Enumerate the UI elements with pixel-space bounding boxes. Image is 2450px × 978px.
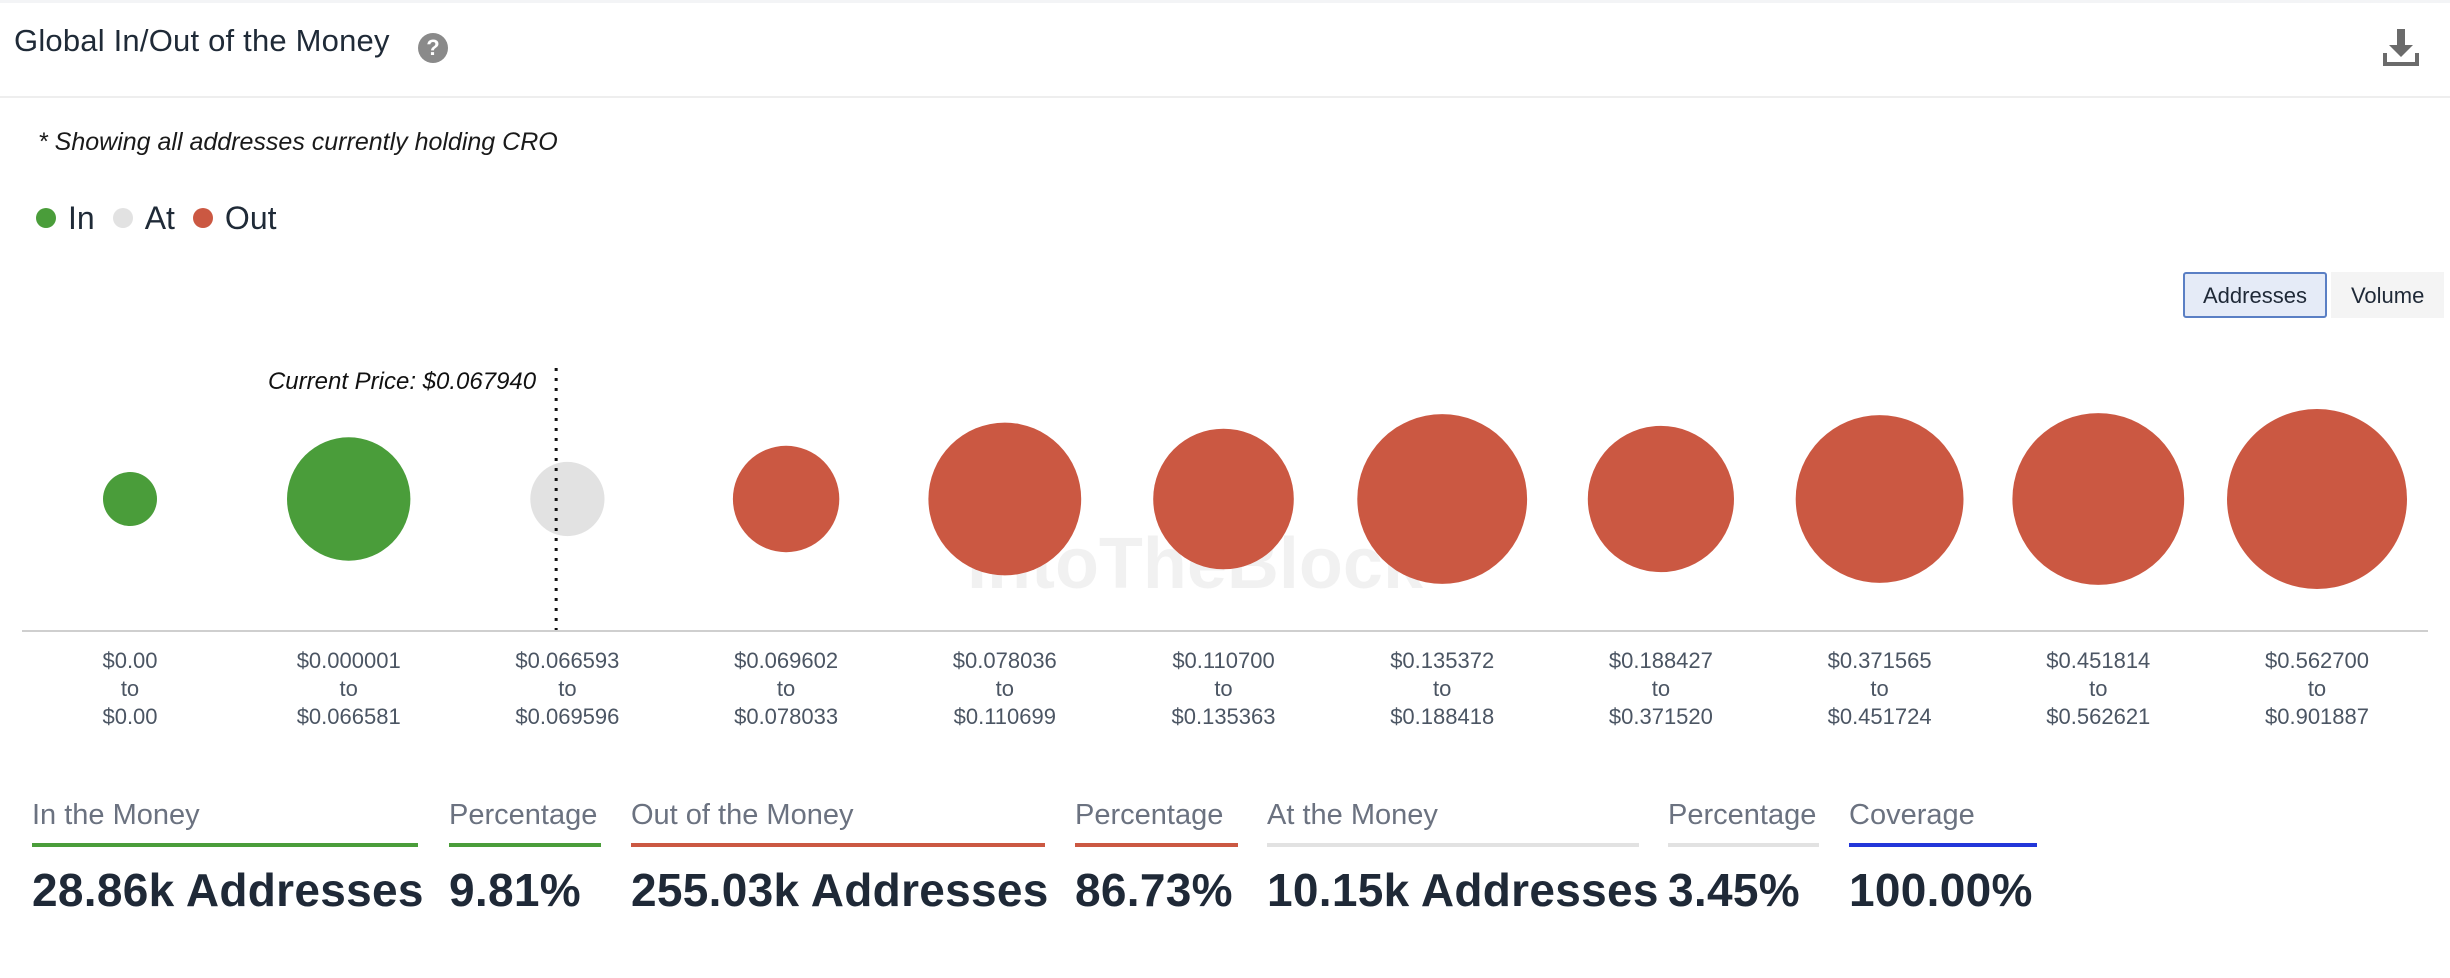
tick-label: $0.135372 (1390, 648, 1494, 673)
tick-label: $0.000001 (297, 648, 401, 673)
stat-label: Percentage (1075, 799, 1224, 831)
tick-label: $0.069596 (515, 704, 619, 729)
bubble-out (732, 445, 840, 553)
tick-label: $0.078033 (734, 704, 838, 729)
tick-label: $0.188418 (1390, 704, 1494, 729)
stat-value: 9.81% (449, 864, 581, 916)
tick-label: to (121, 676, 139, 701)
tick-label: to (777, 676, 795, 701)
stat-out-of-the-money: Out of the Money 255.03k Addresses (631, 796, 1049, 917)
legend-label-at: At (144, 199, 175, 236)
stat-label: In the Money (32, 799, 200, 831)
stat-value: 28.86k Addresses (32, 864, 424, 916)
tick-label: to (1433, 676, 1451, 701)
stat-value: 100.00% (1849, 864, 2033, 916)
question-circle-icon[interactable]: ? (418, 33, 448, 63)
bubble-out (1587, 425, 1734, 573)
bubble-out (1357, 414, 1528, 584)
legend-dot-in (36, 208, 56, 228)
tick-label: to (1870, 676, 1888, 701)
stat-bar (449, 843, 601, 847)
page-title: Global In/Out of the Money (14, 23, 390, 58)
stat-at-percentage: Percentage 3.45% (1668, 796, 1819, 917)
tick-label: $0.451724 (1828, 704, 1932, 729)
tick-label: to (340, 676, 358, 701)
tick-label: $0.066581 (297, 704, 401, 729)
bubble-out (1795, 415, 1964, 583)
tick-label: $0.451814 (2046, 648, 2150, 673)
tick-label: $0.110699 (954, 704, 1056, 729)
volume-toggle-button[interactable]: Volume (2330, 272, 2445, 318)
stat-out-percentage: Percentage 86.73% (1075, 796, 1238, 917)
tick-label: $0.069602 (734, 648, 838, 673)
stat-value: 3.45% (1668, 864, 1800, 916)
stat-label: Percentage (1668, 799, 1817, 831)
tick-label: $0.066593 (515, 648, 619, 673)
stat-value: 86.73% (1075, 864, 1233, 916)
legend-dot-out (192, 208, 213, 228)
tick-label: $0.078036 (953, 648, 1057, 673)
tick-label: $0.00 (102, 704, 157, 729)
tick-label: to (996, 676, 1014, 701)
stat-bar (1075, 843, 1238, 847)
tick-label: to (1214, 676, 1232, 701)
bubble-in (287, 437, 411, 561)
download-icon[interactable] (2382, 27, 2420, 67)
legend-dot-at (112, 208, 133, 228)
stat-at-the-money: At the Money 10.15k Addresses (1267, 796, 1659, 917)
tick-label: $0.562700 (2265, 648, 2369, 673)
bubble-in (103, 472, 157, 526)
stat-bar (1668, 843, 1819, 847)
tick-label: to (558, 676, 576, 701)
addresses-toggle-button[interactable]: Addresses (2183, 272, 2327, 318)
chart-legend: In At Out (36, 198, 295, 238)
stat-label: Coverage (1849, 799, 1975, 831)
tick-label: $0.901887 (2265, 704, 2369, 729)
stat-label: Percentage (449, 799, 598, 831)
card-header: Global In/Out of the Money ? (0, 3, 2450, 98)
bubble-at (530, 461, 605, 537)
tick-label: $0.188427 (1609, 648, 1713, 673)
stat-value: 255.03k Addresses (631, 864, 1049, 916)
holding-note: * Showing all addresses currently holdin… (38, 128, 558, 156)
bubble-out (2012, 413, 2185, 585)
legend-label-out: Out (224, 199, 277, 236)
stat-in-percentage: Percentage 9.81% (449, 796, 601, 917)
stat-label: Out of the Money (631, 799, 854, 831)
stat-in-the-money: In the Money 28.86k Addresses (32, 796, 424, 917)
top-border (0, 0, 2450, 3)
legend-item-in[interactable]: In (36, 200, 95, 237)
tick-label: to (2308, 676, 2326, 701)
tick-label: $0.110700 (1172, 648, 1274, 673)
stat-bar (631, 843, 1045, 847)
stat-coverage: Coverage 100.00% (1849, 796, 2037, 917)
stat-bar (1849, 843, 2037, 847)
stat-bar (32, 843, 418, 847)
tick-label: to (1652, 676, 1670, 701)
tick-label: $0.371565 (1828, 648, 1932, 673)
tick-label: to (2089, 676, 2107, 701)
tick-label: $0.00 (102, 648, 157, 673)
bubble-out (1153, 428, 1294, 570)
tick-label: $0.562621 (2046, 704, 2150, 729)
stat-value: 10.15k Addresses (1267, 864, 1659, 916)
legend-label-in: In (68, 199, 95, 236)
bubble-out (928, 422, 1082, 576)
tick-label: $0.135363 (1172, 704, 1276, 729)
legend-item-out[interactable]: Out (192, 199, 277, 237)
stat-label: At the Money (1267, 799, 1438, 831)
metric-toggle: Addresses Volume (2183, 272, 2445, 318)
legend-item-at[interactable]: At (112, 199, 175, 237)
current-price-label: Current Price: $0.067940 (268, 368, 537, 395)
tick-label: $0.371520 (1609, 704, 1713, 729)
bubble-out (2227, 409, 2407, 589)
stat-bar (1267, 843, 1639, 847)
